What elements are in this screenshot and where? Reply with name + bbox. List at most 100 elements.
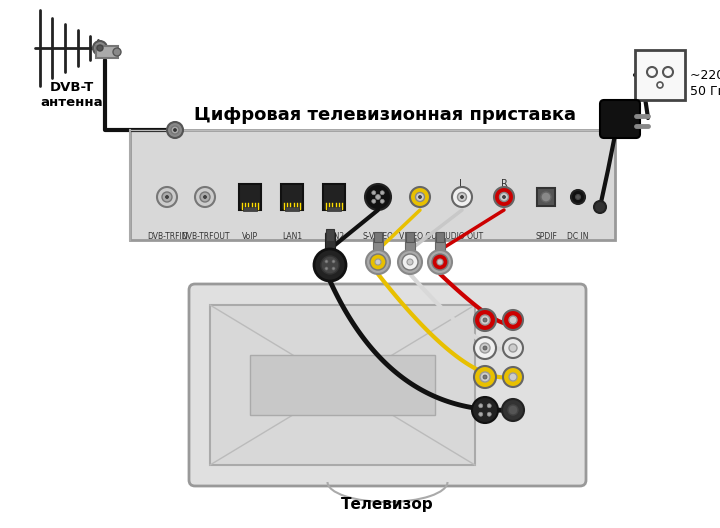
Circle shape <box>479 404 482 408</box>
Circle shape <box>380 199 384 203</box>
Text: AUDIO OUT: AUDIO OUT <box>441 232 484 241</box>
Text: S-VIDEO: S-VIDEO <box>362 232 394 241</box>
Bar <box>435 238 445 250</box>
Bar <box>405 238 415 250</box>
Circle shape <box>541 192 551 202</box>
Circle shape <box>398 250 422 274</box>
Circle shape <box>162 192 172 202</box>
Text: LAN1: LAN1 <box>282 232 302 241</box>
Circle shape <box>97 45 103 51</box>
Bar <box>239 184 261 210</box>
Circle shape <box>174 128 176 131</box>
Circle shape <box>370 254 386 270</box>
Bar <box>96 46 118 58</box>
Circle shape <box>167 122 183 138</box>
Circle shape <box>503 310 523 330</box>
Bar <box>243 207 257 211</box>
Circle shape <box>503 367 523 387</box>
Circle shape <box>474 309 496 331</box>
Circle shape <box>509 373 517 381</box>
Text: VoIP: VoIP <box>242 232 258 241</box>
Circle shape <box>452 187 472 207</box>
Circle shape <box>503 195 505 199</box>
Circle shape <box>500 193 508 202</box>
Text: DVB-T
антенна: DVB-T антенна <box>41 81 103 109</box>
FancyBboxPatch shape <box>600 100 640 138</box>
Bar <box>285 207 299 211</box>
Text: SPDIF: SPDIF <box>535 232 557 241</box>
Text: LAN2: LAN2 <box>324 232 344 241</box>
Circle shape <box>571 190 585 204</box>
Circle shape <box>509 344 517 352</box>
Circle shape <box>365 184 391 210</box>
Circle shape <box>494 187 514 207</box>
Circle shape <box>407 259 413 265</box>
Bar <box>250 355 435 415</box>
Text: DVB-TRFIN: DVB-TRFIN <box>147 232 187 241</box>
Circle shape <box>487 404 491 408</box>
Bar <box>325 233 335 249</box>
Bar <box>374 232 382 242</box>
Bar <box>373 238 383 250</box>
Circle shape <box>325 260 328 263</box>
Circle shape <box>415 193 425 202</box>
Circle shape <box>487 412 491 416</box>
Bar <box>326 229 334 241</box>
Circle shape <box>428 250 452 274</box>
Circle shape <box>437 259 443 265</box>
Circle shape <box>647 67 657 77</box>
Circle shape <box>474 337 496 359</box>
Circle shape <box>480 315 490 325</box>
Circle shape <box>483 375 487 379</box>
Circle shape <box>380 191 384 195</box>
Text: DVB-TRFOUT: DVB-TRFOUT <box>181 232 229 241</box>
Text: VIDEO OUT: VIDEO OUT <box>399 232 441 241</box>
Circle shape <box>483 346 487 350</box>
Circle shape <box>366 250 390 274</box>
Text: R: R <box>500 179 508 189</box>
Circle shape <box>410 187 430 207</box>
Bar <box>210 305 475 465</box>
Circle shape <box>594 201 606 213</box>
Circle shape <box>508 405 518 415</box>
Circle shape <box>480 343 490 353</box>
Circle shape <box>372 191 376 195</box>
Circle shape <box>332 260 335 263</box>
Circle shape <box>575 194 580 200</box>
Circle shape <box>479 412 482 416</box>
Bar <box>537 188 555 206</box>
Circle shape <box>457 193 467 202</box>
FancyBboxPatch shape <box>189 284 586 486</box>
Circle shape <box>332 267 335 270</box>
Circle shape <box>402 254 418 270</box>
Circle shape <box>503 338 523 358</box>
Circle shape <box>461 195 464 199</box>
Circle shape <box>166 195 168 199</box>
Bar <box>436 232 444 242</box>
Circle shape <box>321 256 339 274</box>
Bar <box>323 184 345 210</box>
Circle shape <box>375 259 381 265</box>
Circle shape <box>418 195 421 199</box>
Circle shape <box>480 372 490 382</box>
Circle shape <box>171 126 179 134</box>
Circle shape <box>113 48 121 56</box>
Circle shape <box>474 366 496 388</box>
Text: ~220 В
50 Гц: ~220 В 50 Гц <box>690 69 720 97</box>
Circle shape <box>195 187 215 207</box>
Circle shape <box>502 399 524 421</box>
Circle shape <box>376 194 380 200</box>
Circle shape <box>483 318 487 322</box>
Circle shape <box>204 195 207 199</box>
Bar <box>406 232 414 242</box>
Bar <box>327 207 341 211</box>
Circle shape <box>432 254 448 270</box>
Bar <box>130 130 615 240</box>
Circle shape <box>157 187 177 207</box>
Text: L: L <box>459 179 464 189</box>
Text: Телевизор: Телевизор <box>341 497 434 513</box>
Circle shape <box>509 316 517 324</box>
Circle shape <box>472 397 498 423</box>
Circle shape <box>314 249 346 281</box>
Bar <box>635 50 685 100</box>
